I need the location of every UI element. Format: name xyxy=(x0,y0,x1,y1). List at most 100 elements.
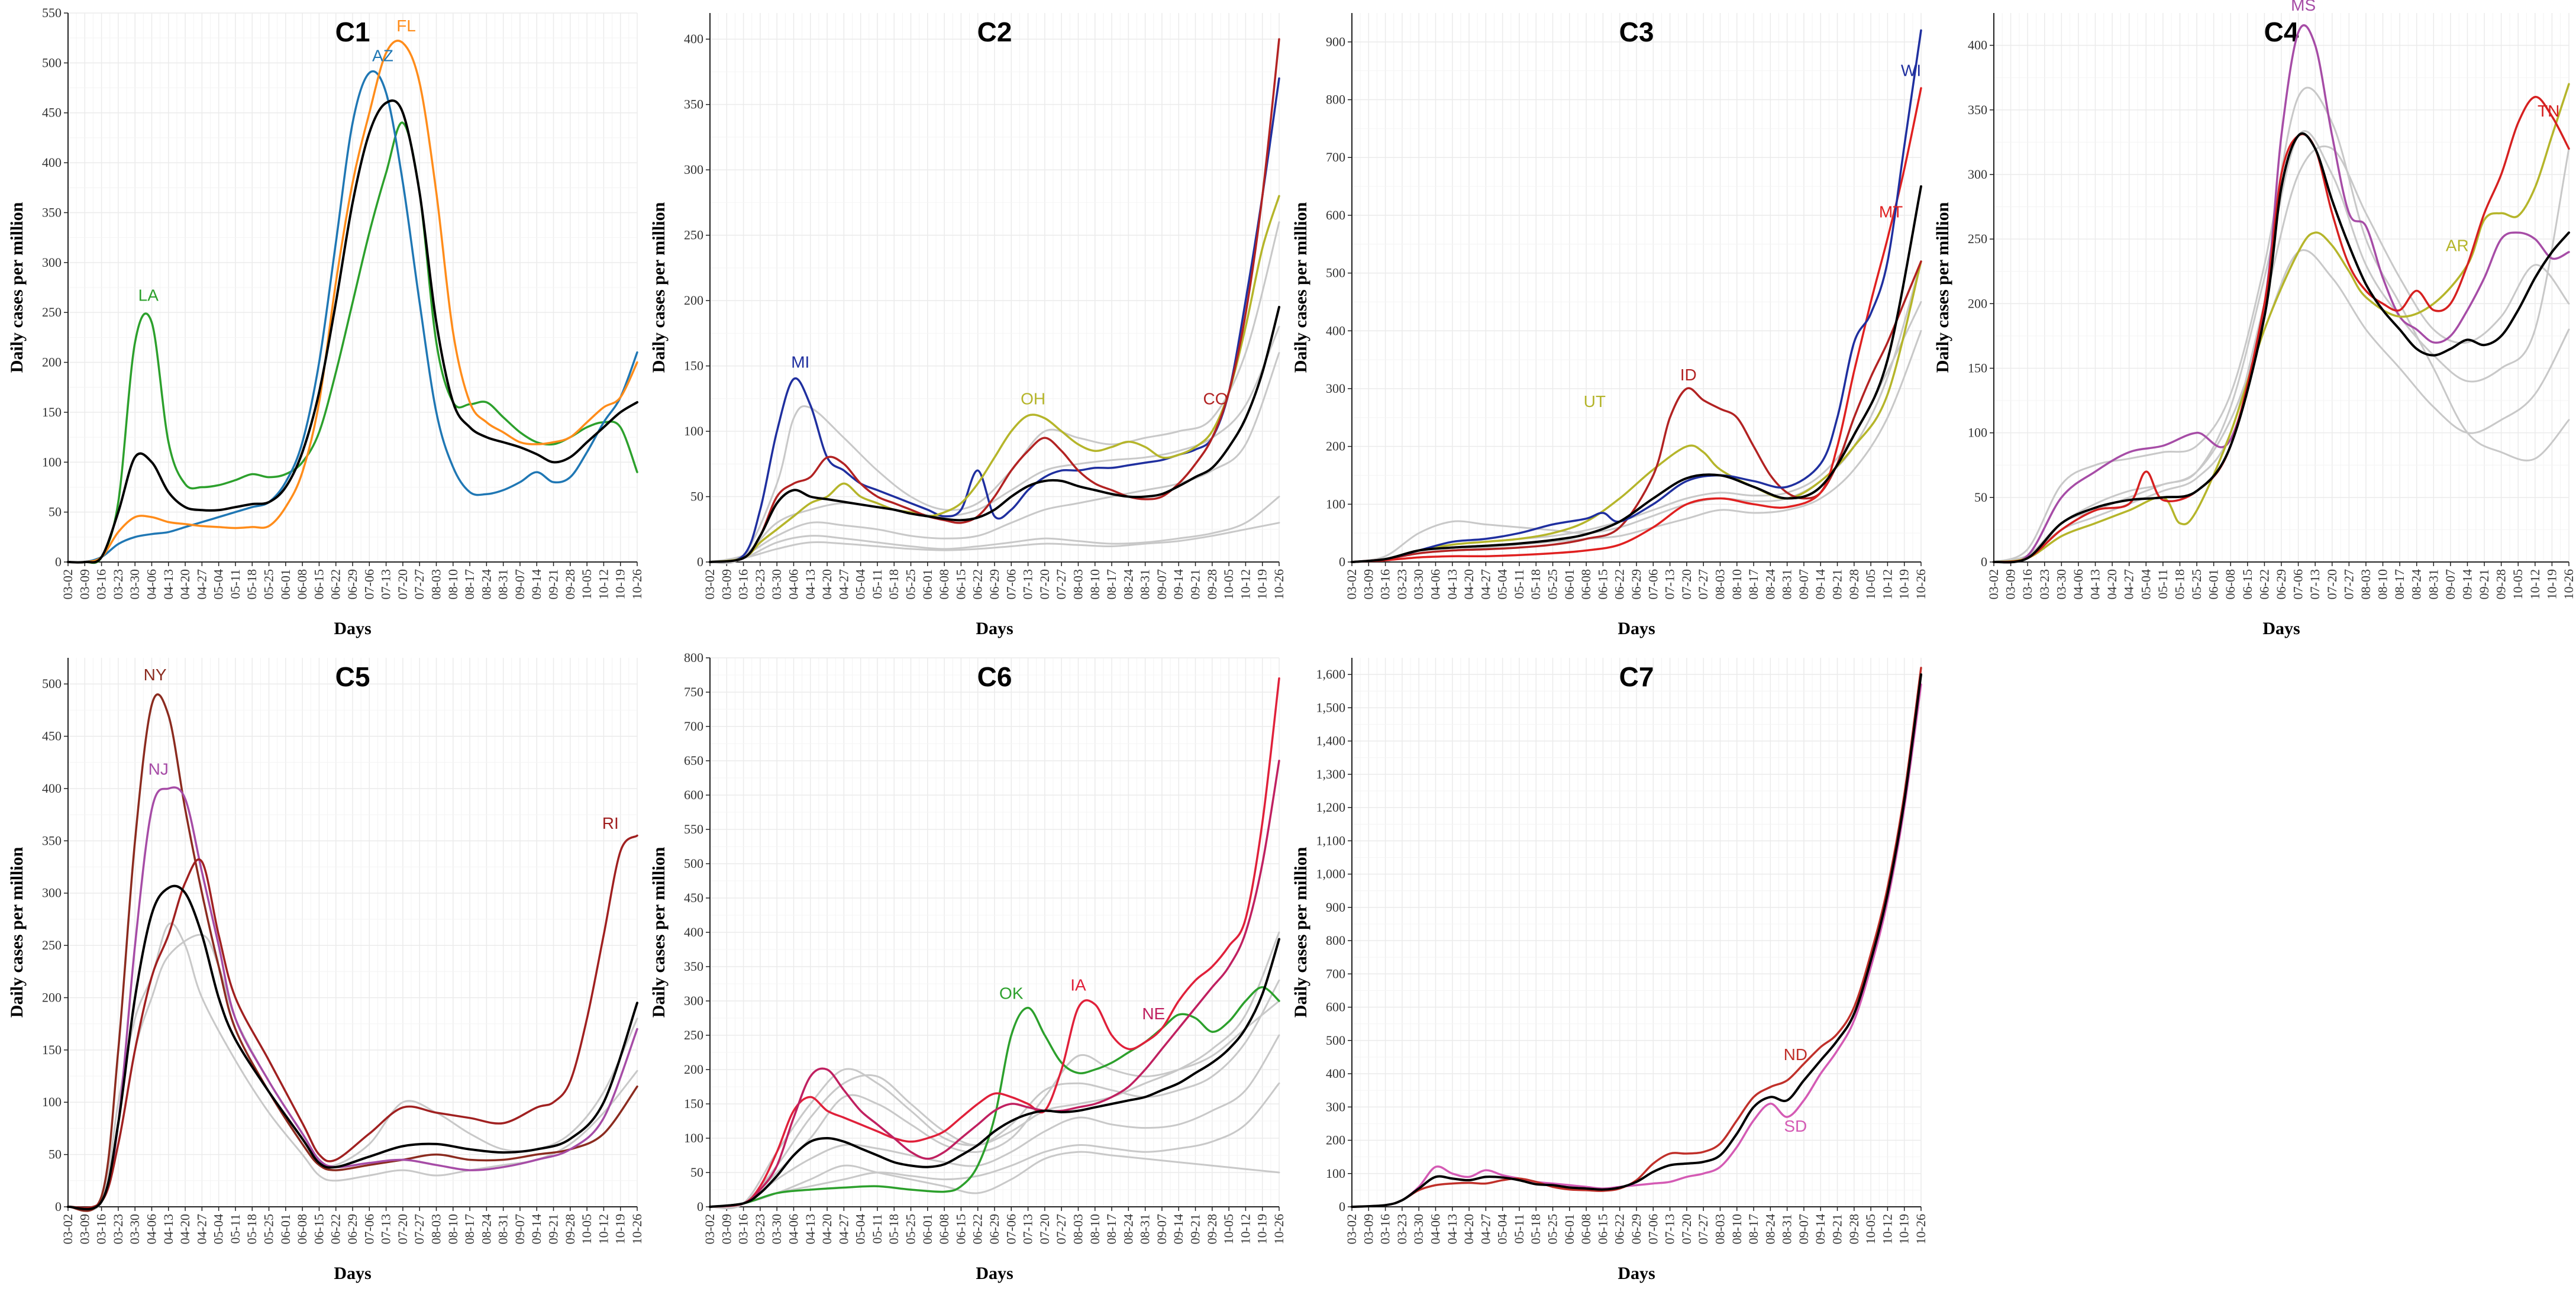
series-line-bg3 xyxy=(709,496,1280,563)
x-tick-label: 07-27 xyxy=(1696,569,1710,599)
x-tick-label: 06-01 xyxy=(920,569,935,599)
series-line-sd xyxy=(1351,683,1922,1208)
x-tick-label: 03-23 xyxy=(753,1214,767,1244)
x-tick-label: 03-23 xyxy=(753,569,767,599)
x-tick-label: 07-06 xyxy=(361,1214,376,1244)
x-tick-label: 04-13 xyxy=(161,569,176,599)
x-tick-label: 03-30 xyxy=(769,1214,784,1244)
x-tick-label: 03-09 xyxy=(1361,1214,1376,1244)
x-tick-label: 10-19 xyxy=(1255,1214,1270,1244)
y-axis-title: Daily cases per million xyxy=(1933,202,1952,373)
x-tick-label: 03-30 xyxy=(1411,569,1426,599)
chart-title: C1 xyxy=(335,17,370,47)
x-tick-label: 08-24 xyxy=(1762,569,1777,599)
x-tick-label: 10-26 xyxy=(1913,569,1926,599)
series-label-la: LA xyxy=(138,286,159,305)
y-tick-label: 450 xyxy=(42,729,62,744)
x-tick-label: 03-09 xyxy=(77,569,92,599)
x-tick-label: 04-06 xyxy=(1428,569,1442,599)
grid xyxy=(709,657,1280,1207)
x-tick-label: 06-29 xyxy=(2274,569,2288,599)
chart-panel-c1: 0 50 100 150 200 250 300 350 400 450 500 550 03-02 03… xyxy=(0,0,642,645)
series-line-tn xyxy=(1993,96,2570,563)
x-tick-label: 05-25 xyxy=(903,1214,918,1244)
x-tick-label: 03-02 xyxy=(60,569,75,599)
x-tick-label: 04-13 xyxy=(803,1214,818,1244)
x-tick-label: 08-10 xyxy=(1087,569,1102,599)
x-tick-label: 07-20 xyxy=(395,569,410,599)
y-tick-label: 300 xyxy=(684,993,703,1008)
y-tick-label: 600 xyxy=(1326,208,1345,222)
series-label-ny: NY xyxy=(144,666,167,684)
y-axis-title: Daily cases per million xyxy=(1291,847,1310,1018)
x-tick-label: 05-11 xyxy=(228,1214,243,1244)
y-tick-label: 100 xyxy=(1326,496,1345,511)
y-tick-label: 650 xyxy=(684,753,703,768)
series-line-fl xyxy=(67,40,638,564)
y-tick-label: 200 xyxy=(684,293,703,308)
grid xyxy=(67,12,638,563)
x-axis-title: Days xyxy=(976,1264,1013,1283)
x-tick-label: 03-16 xyxy=(2020,569,2035,599)
x-tick-label: 06-15 xyxy=(1595,569,1610,599)
series-line-bg5 xyxy=(709,325,1280,563)
x-tick-label: 04-06 xyxy=(786,1214,800,1244)
x-tick-label: 10-19 xyxy=(1255,569,1270,599)
x-tick-label: 05-25 xyxy=(262,569,276,599)
series-label-oh: OH xyxy=(1021,389,1045,408)
y-tick-label: 300 xyxy=(42,886,62,900)
y-tick-label: 500 xyxy=(1326,1033,1345,1048)
y-tick-label: 350 xyxy=(42,833,62,848)
x-tick-label: 07-20 xyxy=(1679,569,1694,599)
y-tick-label: 50 xyxy=(1974,490,1987,505)
x-tick-label: 10-26 xyxy=(630,1214,642,1244)
x-tick-label: 05-04 xyxy=(1495,569,1510,599)
x-axis-title: Days xyxy=(334,619,371,638)
x-axis-title: Days xyxy=(334,1264,371,1283)
series-group xyxy=(1993,24,2570,564)
series-line-bg6 xyxy=(709,1000,1280,1208)
y-tick-label: 400 xyxy=(42,155,62,170)
x-tick-label: 08-31 xyxy=(496,569,511,599)
y-tick-label: 300 xyxy=(684,162,703,177)
series-group xyxy=(709,38,1280,564)
x-tick-label: 06-01 xyxy=(1562,569,1577,599)
x-tick-label: 08-24 xyxy=(2409,569,2424,599)
chart-title: C6 xyxy=(977,661,1012,692)
x-tick-label: 06-08 xyxy=(295,569,309,599)
x-tick-label: 05-11 xyxy=(2155,569,2170,599)
y-tick-label: 500 xyxy=(42,55,62,70)
series-line-mean xyxy=(709,306,1280,563)
y-tick-label: 150 xyxy=(1968,360,1987,375)
x-tick-label: 04-20 xyxy=(2104,569,2119,599)
x-tick-label: 05-25 xyxy=(903,569,918,599)
x-tick-label: 09-07 xyxy=(1154,569,1169,599)
y-tick-label: 1,300 xyxy=(1316,767,1346,781)
x-tick-label: 09-28 xyxy=(1847,569,1861,599)
series-label-az: AZ xyxy=(372,47,393,65)
x-tick-label: 03-23 xyxy=(1394,1214,1409,1244)
x-tick-label: 06-01 xyxy=(920,1214,935,1244)
x-tick-label: 08-24 xyxy=(1762,1214,1777,1244)
series-line-bg5 xyxy=(709,1151,1280,1208)
x-tick-label: 07-27 xyxy=(2341,569,2356,599)
x-tick-label: 10-12 xyxy=(1238,1214,1253,1244)
x-tick-label: 06-22 xyxy=(328,569,343,599)
x-tick-label: 07-06 xyxy=(1645,1214,1660,1244)
x-tick-label: 04-27 xyxy=(836,1214,851,1244)
x-axis-title: Days xyxy=(1618,1264,1655,1283)
series-group xyxy=(67,40,638,564)
x-tick-label: 08-03 xyxy=(428,1214,443,1244)
x-tick-label: 08-10 xyxy=(1087,1214,1102,1244)
x-tick-label: 03-23 xyxy=(1394,569,1409,599)
x-tick-label: 09-21 xyxy=(1188,569,1203,599)
x-tick-label: 09-14 xyxy=(529,1214,544,1244)
series-line-bg2 xyxy=(709,352,1280,563)
y-axis-title: Daily cases per million xyxy=(649,847,669,1018)
y-tick-label: 450 xyxy=(42,105,62,120)
y-tick-label: 50 xyxy=(49,505,62,519)
x-tick-label: 08-17 xyxy=(1746,569,1761,599)
x-tick-label: 07-27 xyxy=(1054,1214,1069,1244)
x-tick-label: 06-29 xyxy=(345,1214,360,1244)
